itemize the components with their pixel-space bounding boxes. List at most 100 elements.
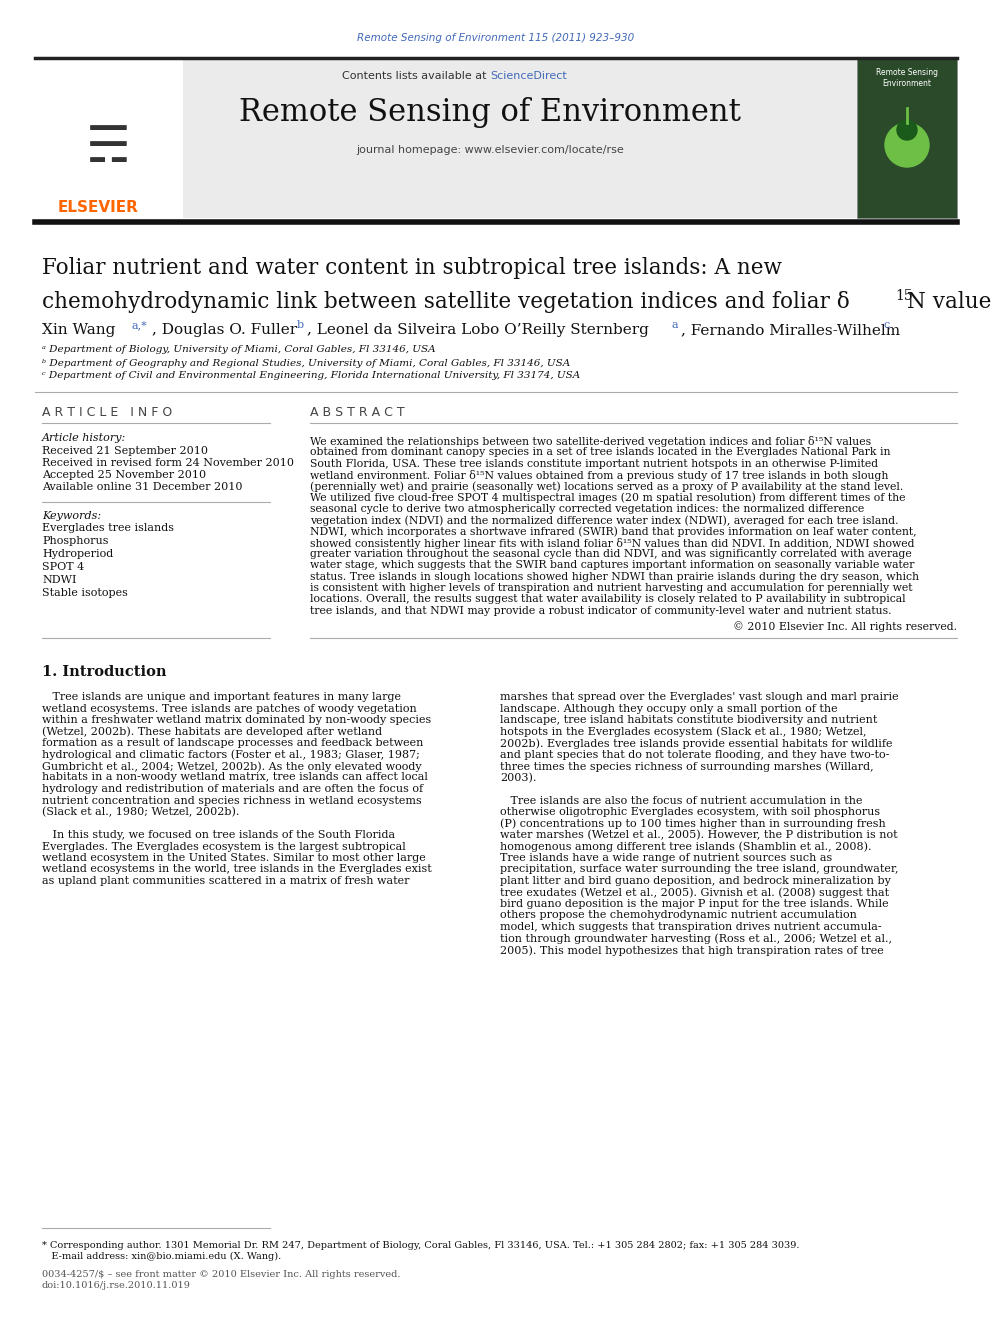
Text: E-mail address: xin@bio.miami.edu (X. Wang).: E-mail address: xin@bio.miami.edu (X. Wa… bbox=[42, 1252, 282, 1261]
Text: , Leonel da Silveira Lobo O’Reilly Sternberg: , Leonel da Silveira Lobo O’Reilly Stern… bbox=[307, 323, 649, 337]
Text: ᵃ Department of Biology, University of Miami, Coral Gables, Fl 33146, USA: ᵃ Department of Biology, University of M… bbox=[42, 345, 435, 355]
Text: habitats in a non-woody wetland matrix, tree islands can affect local: habitats in a non-woody wetland matrix, … bbox=[42, 773, 428, 782]
Text: South Florida, USA. These tree islands constitute important nutrient hotspots in: South Florida, USA. These tree islands c… bbox=[310, 459, 878, 468]
Text: greater variation throughout the seasonal cycle than did NDVI, and was significa: greater variation throughout the seasona… bbox=[310, 549, 912, 560]
Text: bird guano deposition is the major P input for the tree islands. While: bird guano deposition is the major P inp… bbox=[500, 900, 889, 909]
Text: Stable isotopes: Stable isotopes bbox=[42, 587, 128, 598]
Text: wetland ecosystem in the United States. Similar to most other large: wetland ecosystem in the United States. … bbox=[42, 853, 426, 863]
Text: * Corresponding author. 1301 Memorial Dr. RM 247, Department of Biology, Coral G: * Corresponding author. 1301 Memorial Dr… bbox=[42, 1241, 800, 1250]
Text: (Wetzel, 2002b). These habitats are developed after wetland: (Wetzel, 2002b). These habitats are deve… bbox=[42, 726, 382, 737]
Text: We examined the relationships between two satellite-derived vegetation indices a: We examined the relationships between tw… bbox=[310, 437, 871, 447]
Text: N values: N values bbox=[907, 291, 992, 314]
Text: within a freshwater wetland matrix dominated by non-woody species: within a freshwater wetland matrix domin… bbox=[42, 714, 432, 725]
Text: marshes that spread over the Everglades' vast slough and marl prairie: marshes that spread over the Everglades'… bbox=[500, 692, 899, 703]
Text: wetland environment. Foliar δ¹⁵N values obtained from a previous study of 17 tre: wetland environment. Foliar δ¹⁵N values … bbox=[310, 470, 889, 480]
Text: Xin Wang: Xin Wang bbox=[42, 323, 115, 337]
Text: tree islands, and that NDWI may provide a robust indicator of community-level wa: tree islands, and that NDWI may provide … bbox=[310, 606, 892, 615]
Text: Hydroperiod: Hydroperiod bbox=[42, 549, 113, 560]
Text: and plant species that do not tolerate flooding, and they have two-to-: and plant species that do not tolerate f… bbox=[500, 750, 890, 759]
Text: three times the species richness of surrounding marshes (Willard,: three times the species richness of surr… bbox=[500, 761, 874, 771]
Text: In this study, we focused on tree islands of the South Florida: In this study, we focused on tree island… bbox=[42, 830, 395, 840]
Text: A B S T R A C T: A B S T R A C T bbox=[310, 406, 405, 419]
Text: Received in revised form 24 November 2010: Received in revised form 24 November 201… bbox=[42, 458, 294, 468]
Text: wetland ecosystems in the world, tree islands in the Everglades exist: wetland ecosystems in the world, tree is… bbox=[42, 864, 432, 875]
Circle shape bbox=[897, 120, 917, 140]
Text: A R T I C L E   I N F O: A R T I C L E I N F O bbox=[42, 406, 173, 419]
Bar bbox=[857, 58, 957, 218]
Text: precipitation, surface water surrounding the tree island, groundwater,: precipitation, surface water surrounding… bbox=[500, 864, 899, 875]
Text: Remote Sensing of Environment: Remote Sensing of Environment bbox=[239, 97, 741, 127]
Text: We utilized five cloud-free SPOT 4 multispectral images (20 m spatial resolution: We utilized five cloud-free SPOT 4 multi… bbox=[310, 492, 906, 503]
Text: is consistent with higher levels of transpiration and nutrient harvesting and ac: is consistent with higher levels of tran… bbox=[310, 583, 913, 593]
Text: 2002b). Everglades tree islands provide essential habitats for wildlife: 2002b). Everglades tree islands provide … bbox=[500, 738, 893, 749]
Text: locations. Overall, the results suggest that water availability is closely relat: locations. Overall, the results suggest … bbox=[310, 594, 906, 605]
Text: tion through groundwater harvesting (Ross et al., 2006; Wetzel et al.,: tion through groundwater harvesting (Ros… bbox=[500, 934, 892, 945]
Text: Foliar nutrient and water content in subtropical tree islands: A new: Foliar nutrient and water content in sub… bbox=[42, 257, 782, 279]
Text: Gumbricht et al., 2004; Wetzel, 2002b). As the only elevated woody: Gumbricht et al., 2004; Wetzel, 2002b). … bbox=[42, 761, 422, 771]
Text: water stage, which suggests that the SWIR band captures important information on: water stage, which suggests that the SWI… bbox=[310, 561, 915, 570]
Text: as upland plant communities scattered in a matrix of fresh water: as upland plant communities scattered in… bbox=[42, 876, 410, 886]
Text: homogenous among different tree islands (Shamblin et al., 2008).: homogenous among different tree islands … bbox=[500, 841, 872, 852]
Text: Contents lists available at: Contents lists available at bbox=[342, 71, 490, 81]
Text: b: b bbox=[297, 320, 305, 329]
Text: NDWI: NDWI bbox=[42, 576, 76, 585]
Text: otherwise oligotrophic Everglades ecosystem, with soil phosphorus: otherwise oligotrophic Everglades ecosys… bbox=[500, 807, 880, 818]
Text: ELSEVIER: ELSEVIER bbox=[58, 200, 139, 214]
Text: , Douglas O. Fuller: , Douglas O. Fuller bbox=[152, 323, 298, 337]
Text: status. Tree islands in slough locations showed higher NDWI than prairie islands: status. Tree islands in slough locations… bbox=[310, 572, 919, 582]
Text: Article history:: Article history: bbox=[42, 433, 126, 443]
Text: doi:10.1016/j.rse.2010.11.019: doi:10.1016/j.rse.2010.11.019 bbox=[42, 1281, 190, 1290]
Text: ScienceDirect: ScienceDirect bbox=[490, 71, 566, 81]
Text: 15: 15 bbox=[895, 288, 913, 303]
Text: journal homepage: www.elsevier.com/locate/rse: journal homepage: www.elsevier.com/locat… bbox=[356, 146, 624, 155]
Text: formation as a result of landscape processes and feedback between: formation as a result of landscape proce… bbox=[42, 738, 424, 747]
Text: (Slack et al., 1980; Wetzel, 2002b).: (Slack et al., 1980; Wetzel, 2002b). bbox=[42, 807, 239, 818]
Text: Tree islands are unique and important features in many large: Tree islands are unique and important fe… bbox=[42, 692, 401, 703]
Bar bbox=[35, 58, 183, 218]
Text: 0034-4257/$ – see front matter © 2010 Elsevier Inc. All rights reserved.: 0034-4257/$ – see front matter © 2010 El… bbox=[42, 1270, 401, 1279]
Text: a,*: a,* bbox=[132, 320, 148, 329]
Text: wetland ecosystems. Tree islands are patches of woody vegetation: wetland ecosystems. Tree islands are pat… bbox=[42, 704, 417, 713]
Text: Remote Sensing of Environment 115 (2011) 923–930: Remote Sensing of Environment 115 (2011)… bbox=[357, 33, 635, 44]
Text: water marshes (Wetzel et al., 2005). However, the P distribution is not: water marshes (Wetzel et al., 2005). How… bbox=[500, 830, 898, 840]
Text: c: c bbox=[883, 320, 889, 329]
Text: Phosphorus: Phosphorus bbox=[42, 536, 108, 546]
Text: a: a bbox=[671, 320, 678, 329]
Text: © 2010 Elsevier Inc. All rights reserved.: © 2010 Elsevier Inc. All rights reserved… bbox=[733, 620, 957, 631]
Bar bbox=[35, 58, 957, 218]
Text: hydrological and climatic factors (Foster et al., 1983; Glaser, 1987;: hydrological and climatic factors (Foste… bbox=[42, 750, 420, 759]
Text: Everglades tree islands: Everglades tree islands bbox=[42, 523, 174, 533]
Text: Everglades. The Everglades ecosystem is the largest subtropical: Everglades. The Everglades ecosystem is … bbox=[42, 841, 406, 852]
Text: , Fernando Miralles-Wilhelm: , Fernando Miralles-Wilhelm bbox=[681, 323, 900, 337]
Text: vegetation index (NDVI) and the normalized difference water index (NDWI), averag: vegetation index (NDVI) and the normaliz… bbox=[310, 515, 899, 525]
Text: nutrient concentration and species richness in wetland ecosystems: nutrient concentration and species richn… bbox=[42, 795, 422, 806]
Text: Available online 31 December 2010: Available online 31 December 2010 bbox=[42, 482, 242, 492]
Text: showed consistently higher linear fits with island foliar δ¹⁵N values than did N: showed consistently higher linear fits w… bbox=[310, 537, 915, 549]
Text: 2005). This model hypothesizes that high transpiration rates of tree: 2005). This model hypothesizes that high… bbox=[500, 945, 884, 955]
Text: (P) concentrations up to 100 times higher than in surrounding fresh: (P) concentrations up to 100 times highe… bbox=[500, 819, 886, 830]
Text: Accepted 25 November 2010: Accepted 25 November 2010 bbox=[42, 470, 206, 480]
Text: model, which suggests that transpiration drives nutrient accumula-: model, which suggests that transpiration… bbox=[500, 922, 882, 931]
Text: ᶜ Department of Civil and Environmental Engineering, Florida International Unive: ᶜ Department of Civil and Environmental … bbox=[42, 372, 580, 381]
Text: landscape. Although they occupy only a small portion of the: landscape. Although they occupy only a s… bbox=[500, 704, 837, 713]
Text: Tree islands have a wide range of nutrient sources such as: Tree islands have a wide range of nutrie… bbox=[500, 853, 832, 863]
Text: seasonal cycle to derive two atmospherically corrected vegetation indices: the n: seasonal cycle to derive two atmospheric… bbox=[310, 504, 864, 513]
Text: Tree islands are also the focus of nutrient accumulation in the: Tree islands are also the focus of nutri… bbox=[500, 795, 862, 806]
Text: (perennially wet) and prairie (seasonally wet) locations served as a proxy of P : (perennially wet) and prairie (seasonall… bbox=[310, 482, 904, 492]
Text: SPOT 4: SPOT 4 bbox=[42, 562, 84, 572]
Text: Keywords:: Keywords: bbox=[42, 511, 101, 521]
Text: tree exudates (Wetzel et al., 2005). Givnish et al. (2008) suggest that: tree exudates (Wetzel et al., 2005). Giv… bbox=[500, 888, 889, 898]
Text: ☴: ☴ bbox=[85, 124, 130, 172]
Text: ᵇ Department of Geography and Regional Studies, University of Miami, Coral Gable: ᵇ Department of Geography and Regional S… bbox=[42, 359, 570, 368]
Text: others propose the chemohydrodynamic nutrient accumulation: others propose the chemohydrodynamic nut… bbox=[500, 910, 857, 921]
Text: obtained from dominant canopy species in a set of tree islands located in the Ev: obtained from dominant canopy species in… bbox=[310, 447, 891, 458]
Text: Received 21 September 2010: Received 21 September 2010 bbox=[42, 446, 208, 456]
Text: hydrology and redistribution of materials and are often the focus of: hydrology and redistribution of material… bbox=[42, 785, 424, 794]
Text: chemohydrodynamic link between satellite vegetation indices and foliar δ: chemohydrodynamic link between satellite… bbox=[42, 291, 850, 314]
Text: landscape, tree island habitats constitute biodiversity and nutrient: landscape, tree island habitats constitu… bbox=[500, 714, 877, 725]
Text: 1. Introduction: 1. Introduction bbox=[42, 665, 167, 679]
Text: plant litter and bird guano deposition, and bedrock mineralization by: plant litter and bird guano deposition, … bbox=[500, 876, 891, 886]
Text: hotspots in the Everglades ecosystem (Slack et al., 1980; Wetzel,: hotspots in the Everglades ecosystem (Sl… bbox=[500, 726, 866, 737]
Text: Remote Sensing
Environment: Remote Sensing Environment bbox=[876, 69, 938, 87]
Text: 2003).: 2003). bbox=[500, 773, 537, 783]
